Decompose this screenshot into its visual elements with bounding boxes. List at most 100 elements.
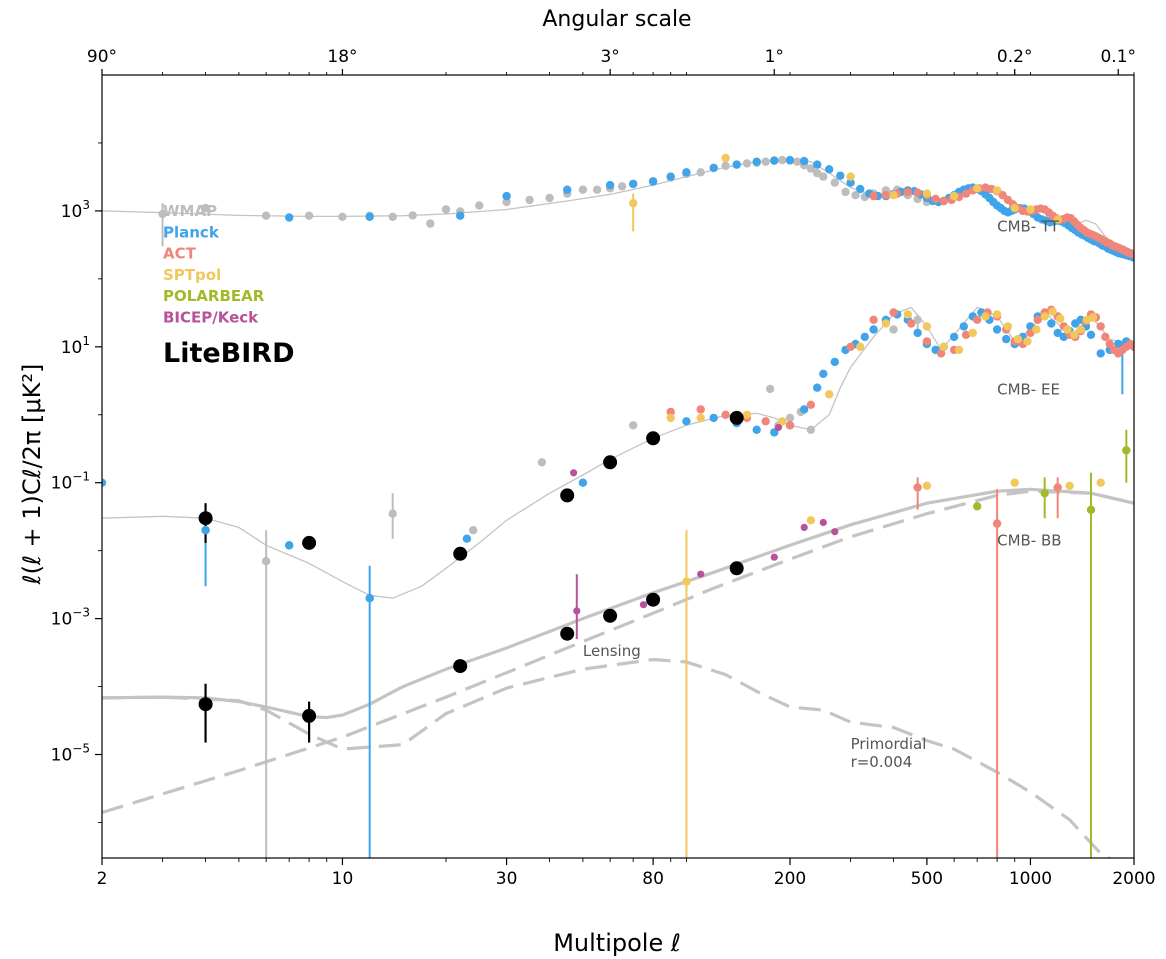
point-wmap-tt xyxy=(830,178,839,187)
point-wmap-ee xyxy=(261,557,271,566)
point-bicep-keck-ee xyxy=(570,469,578,477)
point-planck-tt xyxy=(770,156,779,165)
point-sptpol-ee xyxy=(1003,322,1013,331)
point-act-ee xyxy=(889,308,898,317)
point-litebird-ee xyxy=(198,511,213,526)
point-sptpol-ee xyxy=(778,417,787,426)
point-sptpol-ee xyxy=(1088,313,1098,322)
top-tick-label: 90° xyxy=(87,47,117,67)
x-axis-title: Multipole ℓ xyxy=(553,929,681,957)
point-planck-tt xyxy=(800,156,809,166)
point-wmap-ee xyxy=(388,509,397,518)
point-planck-tt xyxy=(605,180,615,190)
point-wmap-tt xyxy=(525,195,534,205)
y-tick-label: 10−1 xyxy=(51,470,90,494)
point-planck-ee xyxy=(813,383,822,392)
point-bicep-keck-ee xyxy=(774,423,783,432)
point-planck-tt xyxy=(502,191,511,201)
point-sptpol-ee xyxy=(1048,307,1057,316)
point-planck-ee xyxy=(800,405,809,414)
point-planck-tt xyxy=(813,160,822,169)
legend-litebird: LiteBIRD xyxy=(163,338,295,369)
point-sptpol-ee xyxy=(1056,314,1065,323)
point-planck-bb xyxy=(285,541,294,550)
legend-act: ACT xyxy=(163,245,197,263)
point-planck-tt xyxy=(365,212,374,221)
plot-frame xyxy=(101,74,1135,859)
point-wmap-tt xyxy=(502,197,511,207)
point-sptpol-ee xyxy=(903,310,912,319)
point-bicep-keck-bb xyxy=(819,518,827,527)
point-wmap-tt xyxy=(851,191,860,200)
annotation-r-0-004: r=0.004 xyxy=(851,753,913,771)
point-act-ee xyxy=(869,315,878,324)
point-wmap-tt xyxy=(813,168,822,178)
annotations: CMB- TT CMB- EE CMB- BB Lensing Primordialr=… xyxy=(583,217,1062,771)
point-planck-ee xyxy=(819,369,828,378)
point-sptpol-bb xyxy=(682,577,691,586)
top-tick-label: 0.2° xyxy=(997,47,1033,67)
point-litebird-ee xyxy=(302,535,317,550)
point-wmap-tt xyxy=(158,209,167,219)
point-sptpol-ee xyxy=(881,319,891,328)
point-act-tt xyxy=(931,194,940,204)
point-act-tt xyxy=(913,188,922,197)
point-wmap-tt xyxy=(793,157,802,166)
point-act-ee xyxy=(1105,339,1114,349)
point-bicep-keck-bb xyxy=(697,570,705,578)
point-sptpol-ee xyxy=(666,413,675,423)
point-wmap-ee xyxy=(806,425,816,434)
point-wmap-ee xyxy=(785,413,795,423)
point-wmap-tt xyxy=(545,193,554,203)
point-sptpol-tt xyxy=(721,153,730,163)
point-planck-ee xyxy=(959,322,968,331)
point-act-ee xyxy=(1129,342,1134,351)
legend-wmap: WMAP xyxy=(163,202,217,220)
x-tick-label: 10 xyxy=(332,869,354,889)
error-bars xyxy=(161,193,1128,858)
point-planck-ee xyxy=(949,332,959,342)
point-planck-tt xyxy=(825,165,834,174)
point-bicep-keck-bb xyxy=(639,601,648,609)
point-litebird-bb xyxy=(560,626,575,641)
axes: 2 10 30 80 200 500 1000 2000 90° 18° 3° 1° 0.2° 0.1° 1… xyxy=(51,47,1156,889)
point-act-ee xyxy=(666,407,675,417)
point-planck-ee xyxy=(1047,319,1056,328)
point-sptpol-tt xyxy=(992,186,1002,195)
point-litebird-bb xyxy=(729,561,744,576)
point-bicep-keck-bb xyxy=(770,553,778,561)
point-wmap-tt xyxy=(408,211,417,220)
point-planck-tt xyxy=(666,172,675,181)
point-planck-tt xyxy=(563,185,572,194)
point-wmap-tt xyxy=(426,219,435,228)
point-wmap-ee xyxy=(629,421,638,430)
annotation-cmb-bb: CMB- BB xyxy=(997,531,1061,549)
top-tick-label: 18° xyxy=(327,47,357,67)
x-tick-label: 80 xyxy=(642,869,664,889)
point-planck-ee xyxy=(462,534,472,543)
y-tick-label: 101 xyxy=(61,334,90,358)
point-wmap-ee xyxy=(537,458,547,467)
point-planck-tt xyxy=(836,171,845,180)
point-sptpol-bb xyxy=(806,516,816,525)
legend: WMAP Planck ACT SPTpol POLARBEAR BICEP/Keck Li… xyxy=(163,202,295,369)
point-sptpol-ee xyxy=(1070,330,1079,339)
point-litebird-bb xyxy=(198,697,213,712)
point-planck-ee xyxy=(709,413,718,423)
point-planck-ee xyxy=(830,357,839,367)
point-litebird-bb xyxy=(302,708,317,723)
legend-sptpol: SPTpol xyxy=(163,266,221,284)
top-axis-title: Angular scale xyxy=(542,7,691,32)
point-polarbear-bb xyxy=(1086,505,1096,514)
point-sptpol-ee xyxy=(1013,334,1023,344)
point-sptpol-tt xyxy=(973,184,982,193)
point-act-ee xyxy=(1101,332,1110,342)
point-act-ee xyxy=(907,319,916,328)
legend-planck: Planck xyxy=(163,223,220,241)
x-tick-label: 2000 xyxy=(1112,869,1155,889)
point-planck-ee xyxy=(992,325,1002,334)
point-act-ee xyxy=(721,410,730,419)
point-sptpol-bb xyxy=(1096,478,1105,487)
